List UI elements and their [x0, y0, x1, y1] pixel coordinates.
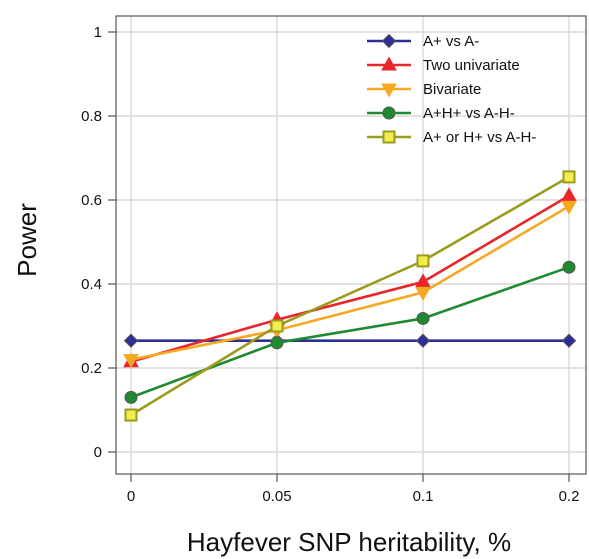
x-axis: 0 0.05 0.1 0.2 [127, 474, 580, 505]
series-line [130, 175, 570, 417]
data-point [561, 333, 577, 348]
data-point [562, 170, 576, 184]
data-point [416, 311, 430, 325]
x-tick-label: 0.05 [262, 488, 291, 505]
legend-item: Bivariate [367, 81, 481, 98]
y-tick-label: 0.6 [81, 192, 102, 209]
plot-frame [115, 15, 587, 475]
legend-label: A+ or H+ vs A-H- [423, 129, 536, 146]
series-1 [130, 194, 570, 363]
x-tick-label: 0.2 [559, 488, 580, 505]
legend-label: Bivariate [423, 81, 481, 98]
legend-item: Two univariate [367, 56, 520, 74]
series-3 [130, 265, 570, 399]
data-point [416, 254, 430, 268]
y-tick-label: 0.8 [81, 108, 102, 125]
data-point [415, 333, 431, 348]
data-point [124, 390, 138, 404]
data-point [561, 200, 577, 215]
data-point [415, 286, 431, 301]
y-tick-label: 0 [94, 444, 102, 461]
series-line [130, 205, 570, 361]
data-point [562, 260, 576, 274]
legend-item: A+H+ vs A-H- [367, 105, 515, 122]
legend-marker [381, 33, 397, 49]
legend-label: Two univariate [423, 57, 520, 74]
y-tick-label: 0.4 [81, 276, 102, 293]
legend: A+ vs A- Two univariate Bivariate A+H+ vs A… [367, 33, 536, 146]
legend-marker [381, 83, 397, 98]
y-tick-label: 1 [94, 24, 102, 41]
series-2 [130, 205, 570, 361]
series-markers-3 [124, 260, 576, 404]
series-markers-4 [124, 170, 576, 422]
series-4 [130, 175, 570, 417]
data-point [270, 319, 284, 333]
legend-item: A+ vs A- [367, 33, 479, 50]
y-axis-title: Power [12, 203, 42, 277]
y-axis: 0 0.2 0.4 0.6 0.8 1 [81, 24, 116, 461]
legend-label: A+ vs A- [423, 33, 479, 50]
y-tick-label: 0.2 [81, 360, 102, 377]
data-point [123, 354, 139, 369]
series-line [130, 194, 570, 363]
x-tick-label: 0 [127, 488, 135, 505]
data-point [270, 336, 284, 350]
legend-marker [382, 130, 396, 144]
series-group [123, 170, 577, 422]
legend-marker [381, 56, 397, 71]
x-axis-title: Hayfever SNP heritability, % [187, 527, 511, 557]
x-tick-label: 0.1 [413, 488, 434, 505]
legend-label: A+H+ vs A-H- [423, 105, 515, 122]
data-point [561, 187, 577, 202]
legend-marker [382, 106, 396, 120]
data-point [124, 408, 138, 422]
grid-lines [116, 16, 586, 474]
data-point [123, 333, 139, 348]
data-point [415, 273, 431, 288]
series-line [130, 265, 570, 399]
legend-item: A+ or H+ vs A-H- [367, 129, 536, 146]
